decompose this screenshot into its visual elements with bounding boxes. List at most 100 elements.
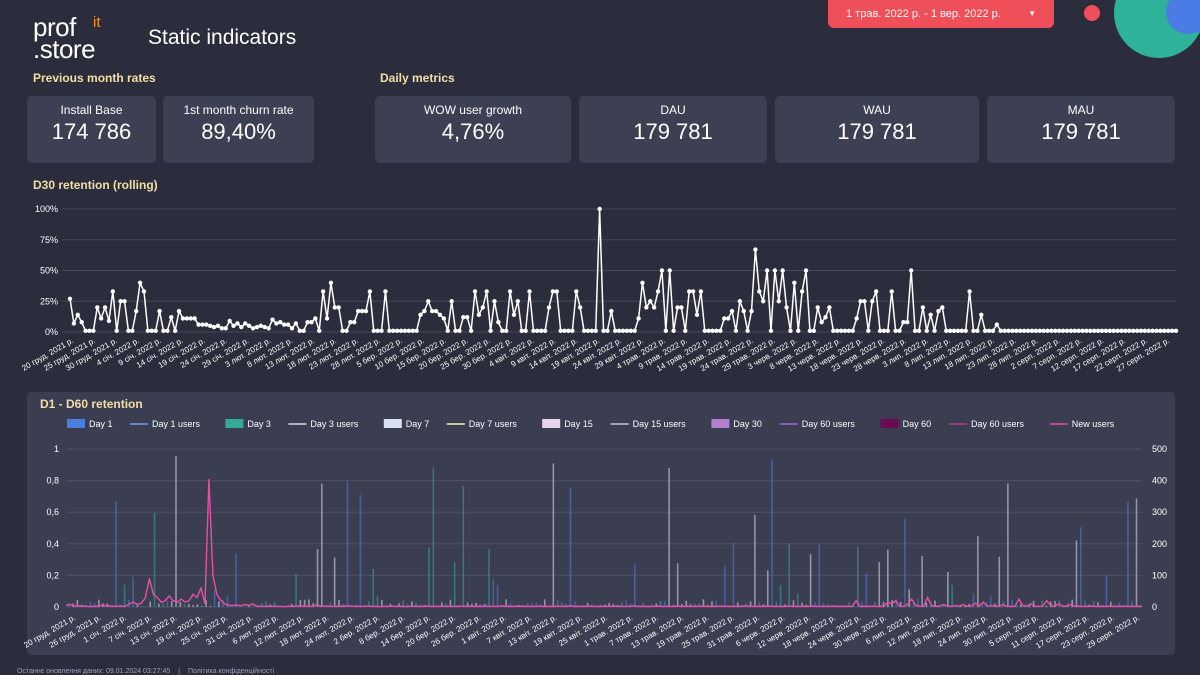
data-point xyxy=(371,328,376,333)
retention-bar xyxy=(483,604,486,607)
logo-text-bottom: .store xyxy=(33,34,96,64)
retention-bar xyxy=(556,599,559,607)
retention-bar xyxy=(998,556,1001,607)
retention-bar xyxy=(796,593,799,607)
privacy-link[interactable]: Політика конфіденційності xyxy=(187,668,275,675)
data-point xyxy=(535,328,540,333)
legend-swatch xyxy=(67,419,85,428)
data-point xyxy=(243,321,248,326)
data-point xyxy=(503,328,509,333)
data-point xyxy=(683,328,688,333)
data-point xyxy=(1146,328,1151,333)
data-point xyxy=(157,308,162,314)
data-point xyxy=(519,328,524,333)
retention-bar xyxy=(123,584,126,607)
data-point xyxy=(437,312,443,317)
data-point xyxy=(1115,328,1120,333)
data-point xyxy=(975,328,980,333)
data-point xyxy=(819,319,824,325)
data-point xyxy=(496,319,501,325)
retention-bar xyxy=(569,487,572,607)
data-point xyxy=(1169,328,1175,333)
kpi-value: 179 781 xyxy=(837,119,917,144)
data-point xyxy=(967,289,972,294)
retention-bar xyxy=(406,603,409,607)
retention-bar xyxy=(166,601,169,607)
d1-d60-panel: D1 - D60 retention xyxy=(27,392,1175,655)
retention-bar xyxy=(368,601,370,607)
retention-bar xyxy=(316,549,319,607)
legend-item: Day 30 xyxy=(711,419,762,429)
data-point xyxy=(842,328,848,333)
data-point xyxy=(1041,328,1046,333)
data-point xyxy=(1037,328,1042,333)
retention-bar xyxy=(145,606,147,607)
data-point xyxy=(344,328,349,333)
data-point xyxy=(274,321,279,326)
retention-bar xyxy=(260,603,263,607)
retention-bar xyxy=(552,463,555,607)
data-point xyxy=(402,328,408,333)
kpi-install-base: Install Base 174 786 xyxy=(27,96,156,163)
retention-bar xyxy=(912,600,915,607)
data-point xyxy=(79,319,84,325)
retention-bar xyxy=(874,601,876,607)
data-point xyxy=(266,326,271,331)
data-point xyxy=(796,328,801,333)
footer-separator: | xyxy=(178,668,181,675)
data-point xyxy=(827,305,832,310)
retention-bar xyxy=(1054,600,1056,607)
y-tick-label: 0,2 xyxy=(46,570,59,580)
retention-bar xyxy=(299,599,302,607)
retention-bar xyxy=(801,602,803,607)
retention-bar xyxy=(754,515,756,607)
data-point xyxy=(792,280,797,285)
retention-bar xyxy=(170,600,173,607)
retention-bar xyxy=(1127,501,1129,607)
y2-tick-label: 300 xyxy=(1152,507,1167,517)
data-point xyxy=(313,316,318,321)
data-point xyxy=(363,308,369,314)
data-point xyxy=(204,322,209,327)
data-point xyxy=(663,328,669,333)
data-point xyxy=(597,206,602,212)
data-point xyxy=(406,328,412,333)
data-point xyxy=(285,322,291,327)
retention-bar xyxy=(625,600,628,607)
retention-bar xyxy=(852,606,855,607)
data-point xyxy=(488,328,493,333)
data-point xyxy=(916,328,922,333)
retention-bar xyxy=(333,557,336,607)
kpi-value: 174 786 xyxy=(51,119,132,144)
data-point xyxy=(476,312,482,317)
retention-bar xyxy=(968,603,971,607)
retention-bar xyxy=(818,544,820,607)
retention-bar xyxy=(1041,600,1043,607)
data-point xyxy=(410,328,415,333)
data-point xyxy=(823,315,828,320)
data-point xyxy=(940,305,945,310)
data-point xyxy=(67,296,73,301)
data-point xyxy=(515,299,521,304)
data-point xyxy=(1138,328,1144,333)
data-point xyxy=(1111,328,1116,333)
data-point xyxy=(200,322,205,327)
data-point xyxy=(1142,328,1148,333)
retention-bar xyxy=(479,603,482,607)
date-range-picker[interactable]: 1 трав. 2022 р. - 1 вер. 2022 р. ▼ xyxy=(828,0,1054,28)
data-point xyxy=(648,299,653,304)
data-point xyxy=(873,289,879,294)
legend-item: Day 15 users xyxy=(610,419,686,429)
data-point xyxy=(613,328,618,333)
legend-swatch xyxy=(880,419,899,428)
retention-bar xyxy=(694,603,696,607)
retention-bar xyxy=(861,602,863,607)
data-point xyxy=(137,280,143,285)
retention-bar xyxy=(218,601,220,607)
data-point xyxy=(870,299,875,304)
data-point xyxy=(246,323,252,329)
data-point xyxy=(815,305,820,310)
retention-bar xyxy=(955,606,958,607)
data-point xyxy=(628,328,633,333)
data-point xyxy=(877,328,883,333)
